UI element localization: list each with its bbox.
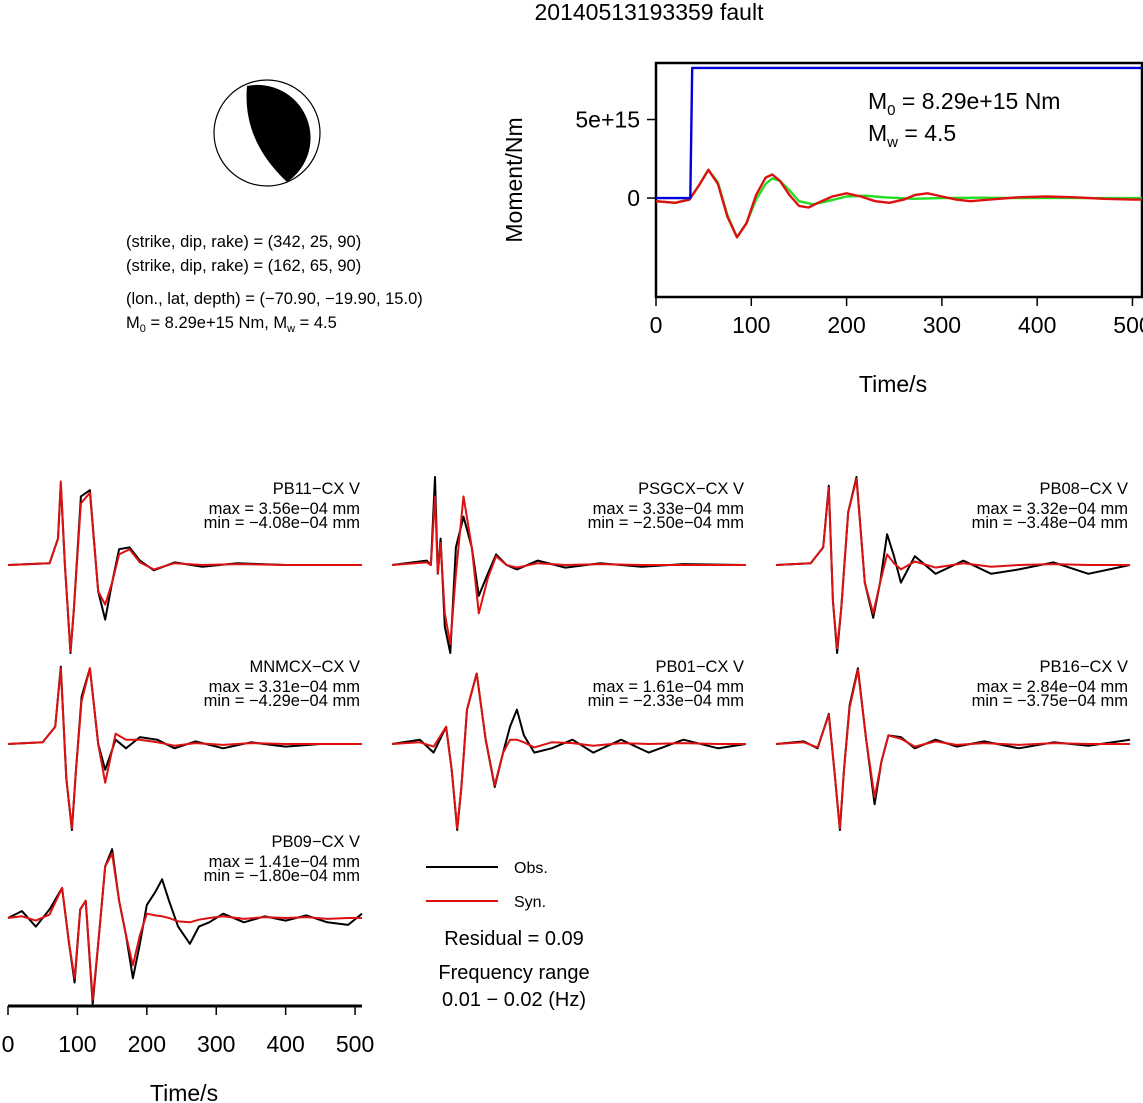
station-max: max = 3.56e−04 mm	[209, 500, 360, 518]
station-name: PB01−CX V	[655, 658, 744, 676]
station-name: PB09−CX V	[271, 833, 360, 851]
station-min: min = −4.08e−04 mm	[204, 514, 360, 532]
moment-ylabel: Moment/Nm	[501, 117, 527, 242]
station-min: min = −3.75e−04 mm	[972, 692, 1128, 710]
waveform-xlabel: Time/s	[150, 1080, 218, 1103]
waveform-xtick-label: 300	[197, 1031, 235, 1057]
synthetic-trace	[775, 477, 1130, 650]
frequency-range-value: 0.01 − 0.02 (Hz)	[442, 989, 586, 1011]
moment-ytick-label: 0	[627, 185, 640, 211]
moment-xtick-label: 400	[1018, 312, 1056, 338]
mechanism-info: (strike, dip, rake) = (342, 25, 90) (str…	[126, 233, 423, 335]
synthetic-trace	[7, 667, 362, 830]
station-max: max = 3.33e−04 mm	[593, 500, 744, 518]
moment-xtick-label: 0	[650, 312, 663, 338]
station-min: min = −1.80e−04 mm	[204, 867, 360, 885]
station-name: PB08−CX V	[1039, 480, 1128, 498]
moment-chart: 010020030040050005e+15 Moment/Nm Time/s …	[501, 61, 1143, 397]
legend: Obs. Syn.	[426, 860, 548, 911]
station-name: PB16−CX V	[1039, 658, 1128, 676]
synthetic-trace	[391, 495, 746, 646]
synthetic-trace	[775, 669, 1130, 830]
station-max: max = 1.61e−04 mm	[593, 678, 744, 696]
moment-xtick-label: 300	[923, 312, 961, 338]
station-name: PB11−CX V	[273, 480, 360, 498]
waveform-xtick-label: 500	[336, 1031, 374, 1057]
station-min: min = −2.50e−04 mm	[588, 514, 744, 532]
station-max: max = 3.32e−04 mm	[977, 500, 1128, 518]
station-name: MNMCX−CX V	[250, 658, 360, 676]
synthetic-trace	[7, 480, 362, 653]
fit-summary: Residual = 0.09 Frequency range 0.01 − 0…	[438, 928, 589, 1011]
moment-xtick-label: 100	[732, 312, 770, 338]
mechanism-location: (lon., lat, depth) = (−70.90, −19.90, 15…	[126, 290, 423, 308]
figure-title: 20140513193359 fault	[535, 0, 765, 25]
station-max: max = 2.84e−04 mm	[977, 678, 1128, 696]
residual-text: Residual = 0.09	[444, 928, 584, 950]
moment-xtick-label: 500	[1113, 312, 1143, 338]
station-min: min = −2.33e−04 mm	[588, 692, 744, 710]
waveform-xtick-label: 400	[266, 1031, 304, 1057]
station-min: min = −3.48e−04 mm	[972, 514, 1128, 532]
legend-synthetic-label: Syn.	[514, 894, 546, 911]
moment-plot-frame	[654, 61, 1143, 299]
moment-ytick-label: 5e+15	[575, 107, 640, 133]
synthetic-trace	[391, 672, 746, 830]
moment-series-rate_b	[655, 168, 1142, 239]
moment-mw-annotation: Mw = 4.5	[868, 120, 956, 151]
mechanism-magnitude: M0 = 8.29e+15 Nm, Mw = 4.5	[126, 314, 337, 335]
mechanism-nodal-plane-1: (strike, dip, rake) = (342, 25, 90)	[126, 233, 361, 251]
focal-mechanism-beachball	[213, 79, 321, 187]
station-min: min = −4.29e−04 mm	[204, 692, 360, 710]
frequency-range-label: Frequency range	[438, 962, 589, 984]
station-max: max = 3.31e−04 mm	[209, 678, 360, 696]
synthetic-trace	[7, 852, 362, 1001]
moment-m0-annotation: M0 = 8.29e+15 Nm	[868, 88, 1060, 119]
waveform-xtick-label: 200	[128, 1031, 166, 1057]
waveform-xtick-label: 0	[2, 1031, 15, 1057]
beachball-compressional-quadrant	[246, 84, 311, 182]
waveform-xtick-label: 100	[58, 1031, 96, 1057]
mechanism-nodal-plane-2: (strike, dip, rake) = (162, 65, 90)	[126, 257, 361, 275]
moment-xtick-label: 200	[827, 312, 865, 338]
waveform-time-axis: 0 100 200 300 400 500	[2, 1004, 374, 1057]
moment-xlabel: Time/s	[859, 371, 927, 397]
station-max: max = 1.41e−04 mm	[209, 853, 360, 871]
station-name: PSGCX−CX V	[638, 480, 744, 498]
moment-series-moment	[656, 66, 1142, 200]
moment-series-rate_a	[655, 168, 1142, 239]
legend-observed-label: Obs.	[514, 860, 548, 877]
